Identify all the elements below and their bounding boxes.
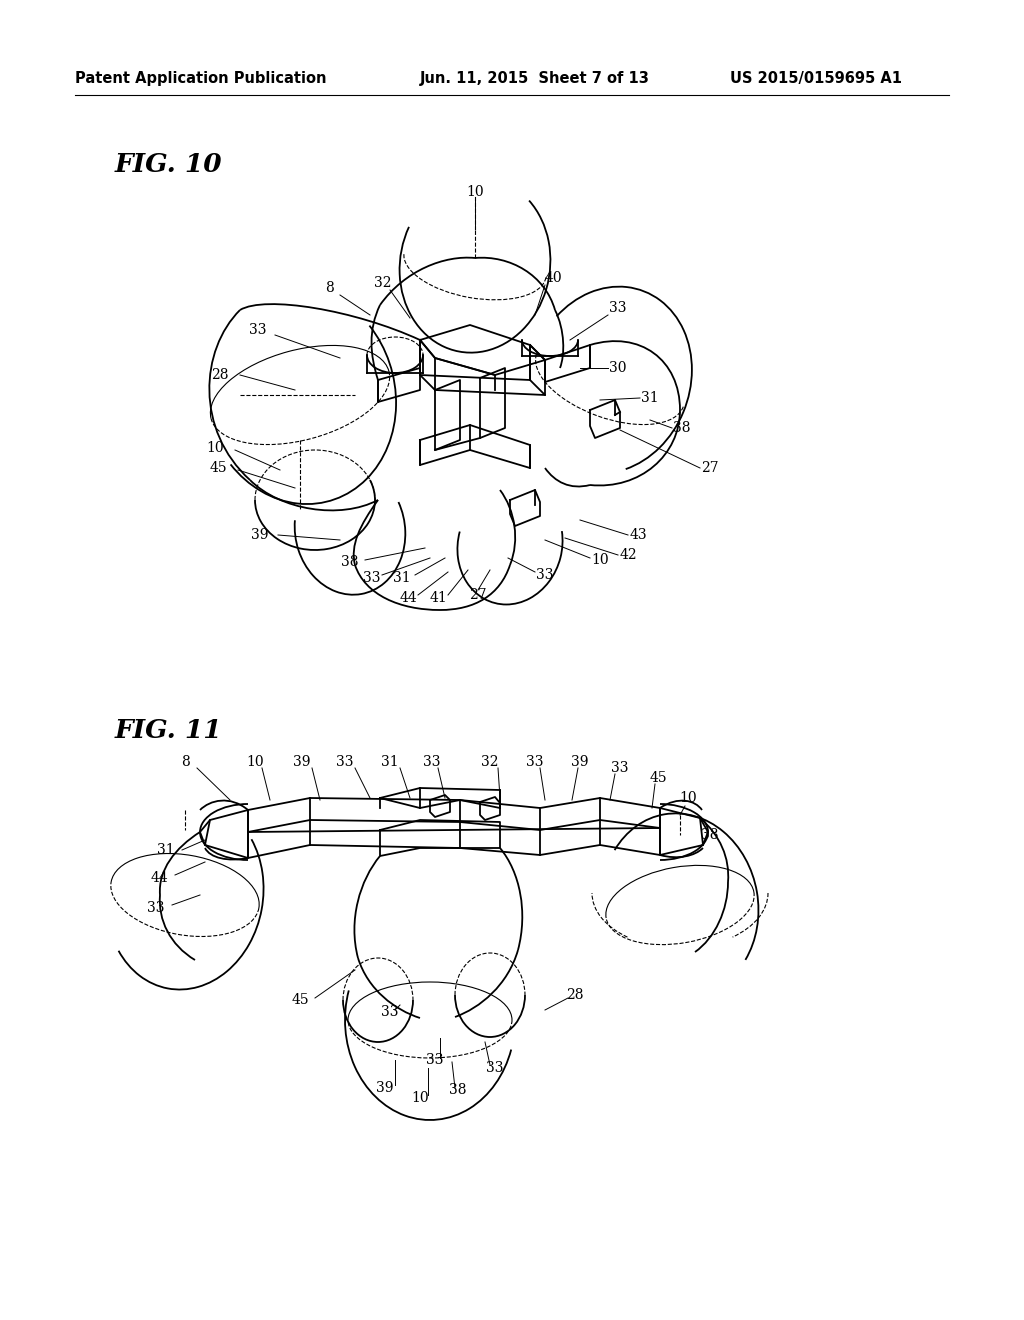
Text: 10: 10	[591, 553, 609, 568]
Text: 33: 33	[611, 762, 629, 775]
Text: 8: 8	[326, 281, 335, 294]
Text: 27: 27	[701, 461, 719, 475]
Text: 45: 45	[291, 993, 309, 1007]
Text: 38: 38	[450, 1082, 467, 1097]
Text: 39: 39	[293, 755, 310, 770]
Text: 30: 30	[609, 360, 627, 375]
Text: 33: 33	[426, 1053, 443, 1067]
Text: Patent Application Publication: Patent Application Publication	[75, 70, 327, 86]
Text: 39: 39	[251, 528, 268, 543]
Text: 33: 33	[423, 755, 440, 770]
Text: 38: 38	[341, 554, 358, 569]
Text: 31: 31	[381, 755, 398, 770]
Text: 8: 8	[180, 755, 189, 770]
Text: 33: 33	[249, 323, 266, 337]
Text: 28: 28	[211, 368, 228, 381]
Text: 39: 39	[571, 755, 589, 770]
Text: 10: 10	[206, 441, 224, 455]
Text: 33: 33	[364, 572, 381, 585]
Text: 42: 42	[620, 548, 637, 562]
Text: US 2015/0159695 A1: US 2015/0159695 A1	[730, 70, 902, 86]
Text: 40: 40	[544, 271, 562, 285]
Text: FIG. 11: FIG. 11	[115, 718, 222, 742]
Text: 33: 33	[609, 301, 627, 315]
Text: 44: 44	[399, 591, 417, 605]
Text: 43: 43	[629, 528, 647, 543]
Text: 33: 33	[537, 568, 554, 582]
Text: 45: 45	[209, 461, 226, 475]
Text: 38: 38	[673, 421, 691, 436]
Text: 33: 33	[147, 902, 165, 915]
Text: 45: 45	[649, 771, 667, 785]
Text: 31: 31	[393, 572, 411, 585]
Text: 41: 41	[429, 591, 446, 605]
Text: 38: 38	[701, 828, 719, 842]
Text: FIG. 10: FIG. 10	[115, 153, 222, 177]
Text: 10: 10	[246, 755, 264, 770]
Text: 32: 32	[374, 276, 392, 290]
Text: 33: 33	[486, 1061, 504, 1074]
Text: 31: 31	[641, 391, 658, 405]
Text: 10: 10	[412, 1092, 429, 1105]
Text: Jun. 11, 2015  Sheet 7 of 13: Jun. 11, 2015 Sheet 7 of 13	[420, 70, 650, 86]
Text: 33: 33	[526, 755, 544, 770]
Text: 44: 44	[151, 871, 168, 884]
Text: 28: 28	[566, 987, 584, 1002]
Text: 27: 27	[469, 587, 486, 602]
Text: 10: 10	[679, 791, 696, 805]
Text: 39: 39	[376, 1081, 394, 1096]
Text: 32: 32	[481, 755, 499, 770]
Text: 33: 33	[336, 755, 353, 770]
Text: 33: 33	[381, 1005, 398, 1019]
Text: 10: 10	[466, 185, 483, 199]
Text: 31: 31	[158, 843, 175, 857]
